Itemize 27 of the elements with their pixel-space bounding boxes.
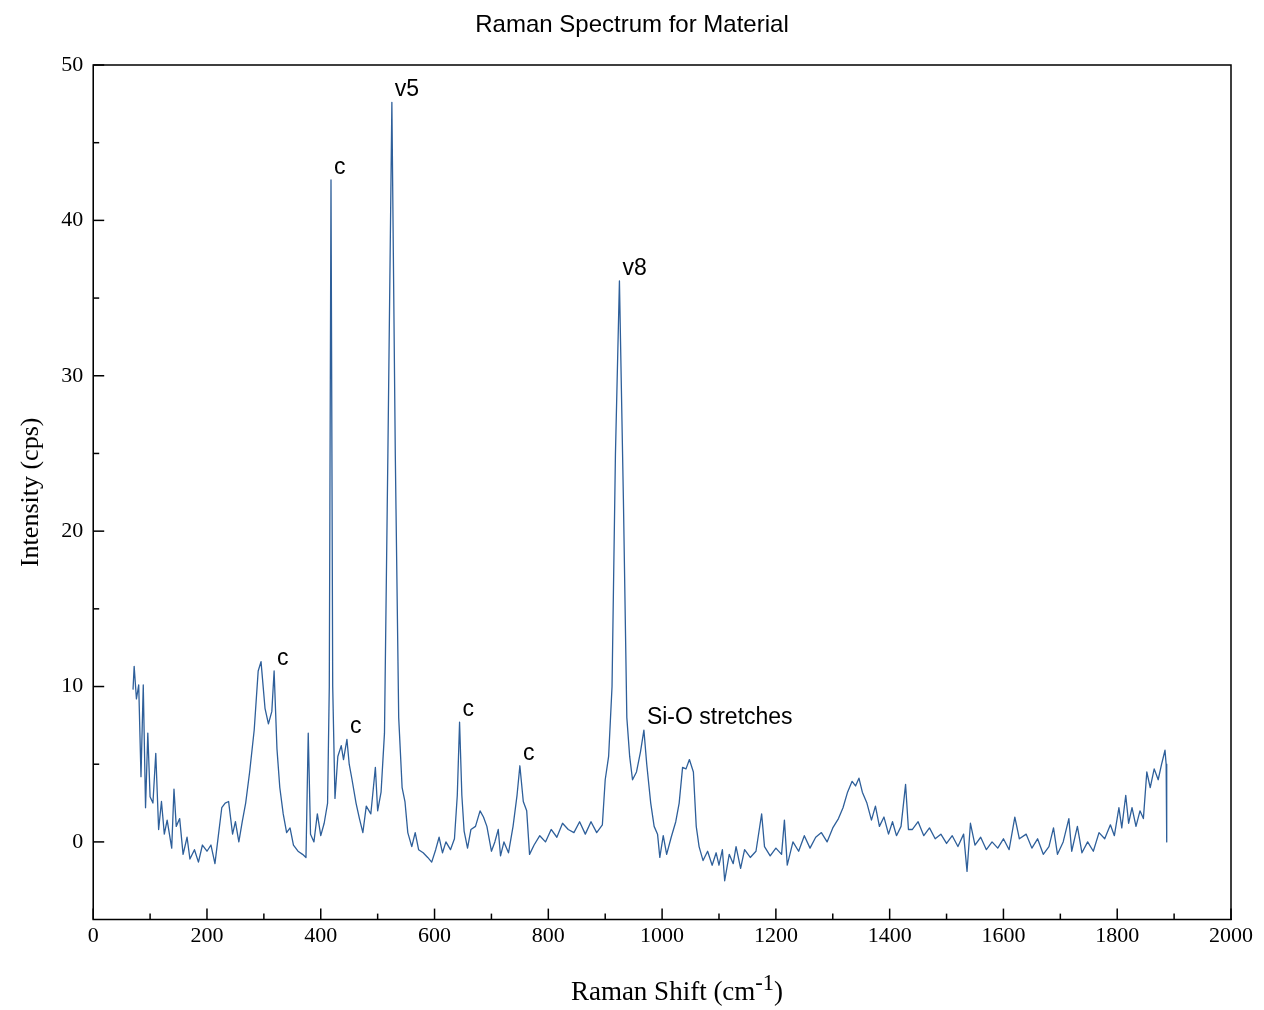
x-tick-label: 800 (531, 921, 565, 947)
x-tick-label: 1600 (981, 921, 1026, 947)
y-tick-label: 30 (61, 361, 84, 387)
y-tick-label: 10 (61, 672, 84, 698)
x-tick-label: 600 (418, 921, 452, 947)
x-tick-label: 1400 (867, 921, 912, 947)
annotation: c (334, 152, 346, 179)
annotation: c (349, 712, 362, 739)
chart-title: Raman Spectrum for Material (474, 10, 790, 38)
x-tick-label: 1800 (1095, 921, 1140, 947)
annotation: Si-O stretches (646, 703, 793, 730)
annotation: v5 (394, 75, 420, 102)
y-tick-label: 20 (61, 516, 84, 542)
y-tick-label: 0 (72, 827, 84, 853)
y-tick-label: 50 (61, 50, 84, 76)
x-tick-label: 400 (304, 921, 338, 947)
annotation: c (277, 643, 289, 670)
y-tick-label: 40 (61, 206, 84, 232)
annotation: c (462, 695, 475, 722)
x-tick-label: 2000 (1209, 921, 1253, 947)
annotation: v8 (622, 253, 647, 280)
x-axis-title: Raman Shift (cm$^{-1}$) (569, 970, 785, 1007)
x-tick-label: 200 (190, 921, 224, 947)
y-axis-title: Intensity (cps) (15, 417, 45, 568)
x-tick-label: 1200 (753, 921, 798, 947)
annotation: c (522, 738, 535, 765)
x-tick-label: 1000 (640, 921, 685, 947)
